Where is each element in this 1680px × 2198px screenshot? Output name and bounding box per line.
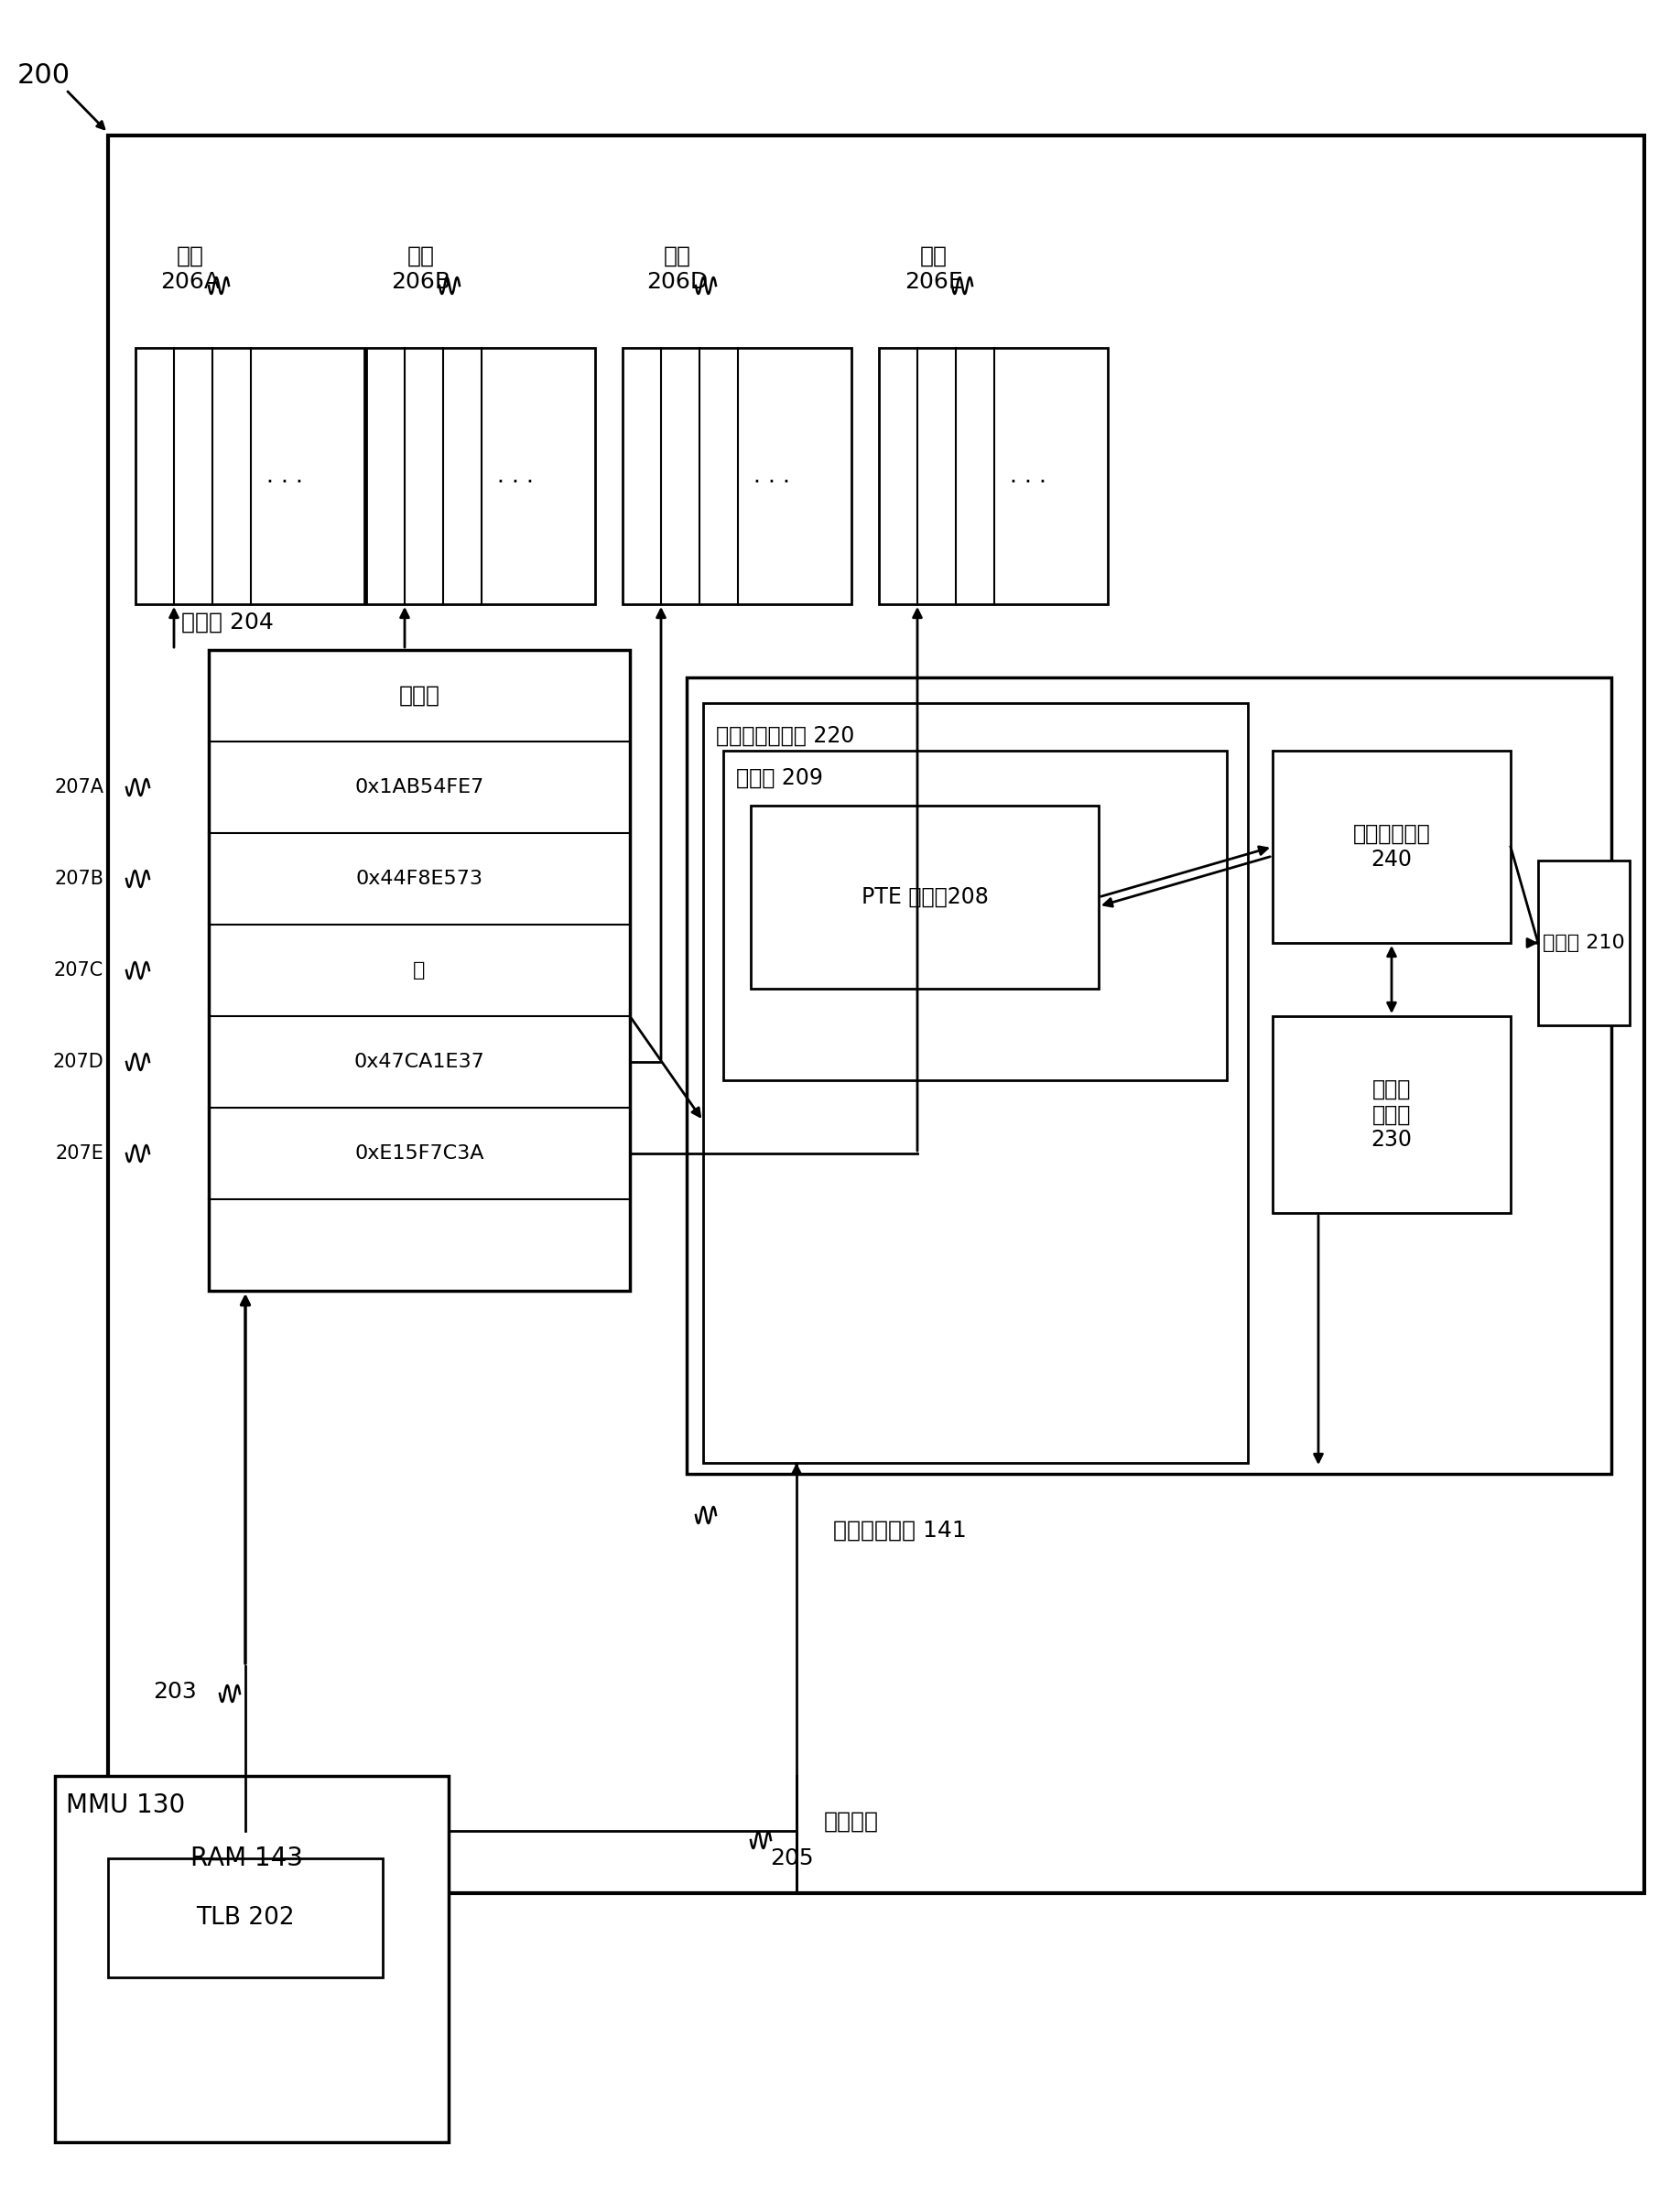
Bar <box>879 347 1107 604</box>
Bar <box>751 807 1099 989</box>
Bar <box>136 347 365 604</box>
Text: 200: 200 <box>17 62 71 88</box>
Text: 空: 空 <box>413 961 425 980</box>
Text: 207A: 207A <box>54 778 104 796</box>
Text: 0x44F8E573: 0x44F8E573 <box>356 870 482 888</box>
Text: 205: 205 <box>769 1846 813 1868</box>
Bar <box>724 752 1226 1079</box>
Text: 207C: 207C <box>54 961 104 980</box>
Bar <box>108 1857 383 1978</box>
Bar <box>55 1776 449 2143</box>
Text: 存储器管理器 141: 存储器管理器 141 <box>833 1519 966 1541</box>
Text: . . .: . . . <box>497 466 533 488</box>
Text: 页面: 页面 <box>664 246 690 268</box>
Bar <box>704 703 1248 1464</box>
Text: 页面表 204: 页面表 204 <box>181 611 274 633</box>
Text: 206D: 206D <box>647 270 709 292</box>
Text: RAM 143: RAM 143 <box>190 1846 302 1870</box>
Text: . . .: . . . <box>265 466 302 488</box>
Bar <box>208 651 630 1290</box>
Text: 0x1AB54FE7: 0x1AB54FE7 <box>354 778 484 796</box>
Bar <box>1272 752 1510 943</box>
Text: 206A: 206A <box>161 270 220 292</box>
Text: 206B: 206B <box>391 270 450 292</box>
Text: . . .: . . . <box>1010 466 1047 488</box>
Bar <box>1272 1015 1510 1213</box>
Text: 存储器重配器
240: 存储器重配器 240 <box>1352 822 1430 870</box>
Text: 分析器 209: 分析器 209 <box>736 767 823 789</box>
Text: 207D: 207D <box>52 1053 104 1070</box>
Text: 存储器
调动器
230: 存储器 调动器 230 <box>1371 1079 1413 1152</box>
Text: 记录器 210: 记录器 210 <box>1542 934 1625 952</box>
Bar <box>623 347 852 604</box>
Text: 203: 203 <box>153 1681 197 1703</box>
Text: 页面: 页面 <box>408 246 435 268</box>
Text: 207B: 207B <box>54 870 104 888</box>
Text: 页面: 页面 <box>921 246 948 268</box>
Text: PTE 清理器208: PTE 清理器208 <box>862 886 988 908</box>
Text: 页面表: 页面表 <box>398 686 440 708</box>
Text: 页面错误处理器 220: 页面错误处理器 220 <box>716 725 855 747</box>
Text: 页面: 页面 <box>176 246 205 268</box>
Bar <box>687 677 1611 1475</box>
Text: 206E: 206E <box>904 270 963 292</box>
Text: MMU 130: MMU 130 <box>66 1791 185 1818</box>
Text: 0xE15F7C3A: 0xE15F7C3A <box>354 1145 484 1163</box>
Text: 207E: 207E <box>55 1145 104 1163</box>
Bar <box>108 136 1645 1892</box>
Text: 0x47CA1E37: 0x47CA1E37 <box>354 1053 484 1070</box>
Text: TLB 202: TLB 202 <box>197 1906 294 1930</box>
Bar <box>366 347 595 604</box>
Text: . . .: . . . <box>753 466 790 488</box>
Bar <box>1539 862 1630 1024</box>
Text: 页面错误: 页面错误 <box>823 1811 879 1833</box>
